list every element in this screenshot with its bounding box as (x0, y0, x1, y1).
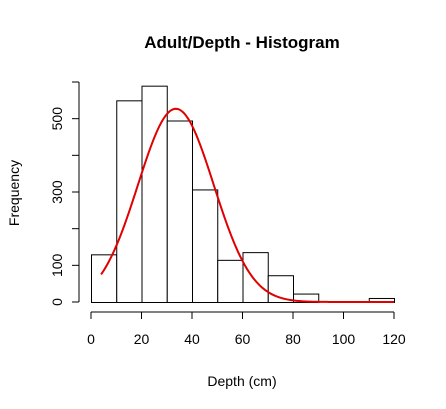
x-tick-label-40: 40 (184, 331, 200, 347)
histogram-bar-0-10 (91, 254, 118, 303)
histogram-bar-80-90 (293, 293, 320, 304)
histogram-bar-60-70 (242, 252, 269, 303)
x-axis: 0 20 40 60 80 100 120 (87, 311, 406, 347)
density-curve-layer (100, 107, 394, 303)
histogram-bar-40-50 (192, 189, 219, 303)
x-tick-label-80: 80 (285, 331, 301, 347)
histogram-bars (91, 85, 395, 304)
y-axis: 0 100 300 500 (49, 81, 80, 306)
x-tick-label-20: 20 (134, 331, 150, 347)
y-tick-label-100: 100 (49, 253, 65, 277)
y-tick-label-0: 0 (49, 298, 65, 306)
histogram-bar-10-20 (116, 100, 143, 304)
histogram-bar-50-60 (217, 259, 244, 304)
x-tick-label-0: 0 (87, 331, 95, 347)
chart-title: Adult/Depth - Histogram (144, 33, 340, 52)
normal-density-curve (100, 107, 394, 303)
histogram-bar-20-30 (141, 85, 168, 303)
x-tick-label-60: 60 (235, 331, 251, 347)
x-tick-label-120: 120 (382, 331, 406, 347)
y-tick-label-500: 500 (49, 107, 65, 131)
histogram-bar-30-40 (166, 120, 193, 303)
x-axis-label: Depth (cm) (207, 373, 276, 389)
y-axis-label: Frequency (6, 160, 22, 226)
x-tick-label-100: 100 (332, 331, 356, 347)
y-tick-label-300: 300 (49, 180, 65, 204)
